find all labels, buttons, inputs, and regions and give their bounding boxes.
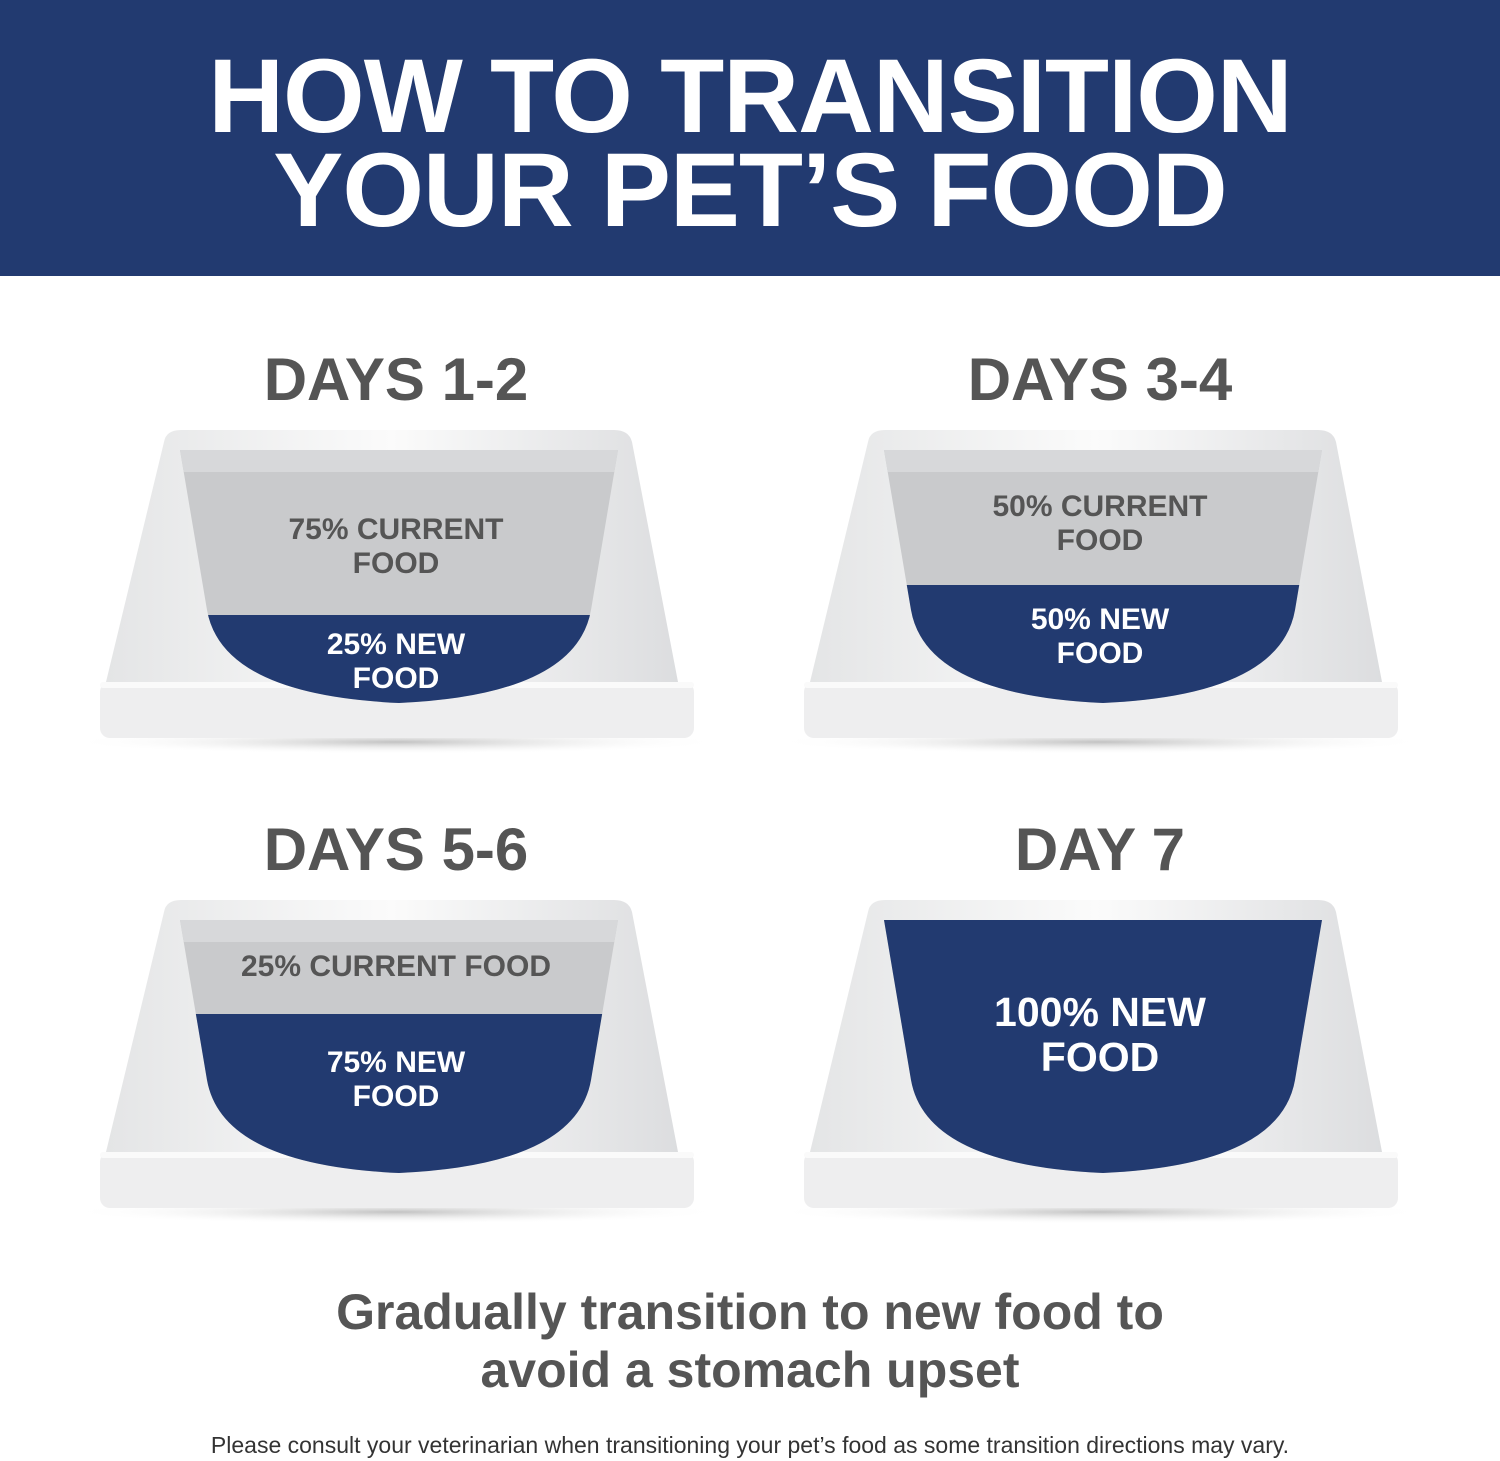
step-days-1-2: DAYS 1-2 75% CURRENT FOOD 25% NEW FOOD: [46, 350, 746, 810]
bowl-base: [804, 1152, 1398, 1208]
new-food-label: 100% NEW FOOD: [994, 989, 1206, 1080]
step-day-7: DAY 7 100% NEW FOOD: [750, 820, 1450, 1280]
new-food-label: 25% NEW FOOD: [326, 628, 466, 695]
step-title: DAYS 1-2: [263, 346, 529, 413]
current-food-label: 25% CURRENT FOOD: [240, 950, 552, 983]
new-food-label: 50% NEW FOOD: [1030, 603, 1170, 670]
disclaimer: Please consult your veterinarian when tr…: [210, 1432, 1290, 1458]
bowl-base: [100, 1152, 694, 1208]
headline-line-1: HOW TO TRANSITION: [208, 38, 1293, 155]
current-food-label: 75% CURRENT FOOD: [288, 513, 504, 580]
step-title: DAYS 3-4: [967, 346, 1233, 413]
food-bowl-illustration: [66, 430, 726, 754]
bowl-base: [804, 682, 1398, 738]
current-food-label: 50% CURRENT FOOD: [992, 490, 1208, 557]
food-bowl-illustration: [66, 900, 726, 1224]
step-title: DAY 7: [1014, 816, 1186, 883]
step-days-3-4: DAYS 3-4 50% CURRENT FOOD 50% NEW FOOD: [750, 350, 1450, 810]
tagline: Gradually transition to new food to avoi…: [336, 1284, 1164, 1398]
step-days-5-6: DAYS 5-6 25% CURRENT FOOD 75% NEW FOOD: [46, 820, 746, 1280]
step-title: DAYS 5-6: [263, 816, 529, 883]
new-food-label: 75% NEW FOOD: [326, 1046, 466, 1113]
header-banner: HOW TO TRANSITION YOUR PET’S FOOD: [0, 0, 1500, 276]
food-bowl-illustration: [770, 430, 1430, 754]
headline-line-2: YOUR PET’S FOOD: [273, 132, 1227, 249]
new-food-fill: [884, 920, 1322, 1173]
food-bowl-illustration: [770, 900, 1430, 1224]
bowl-base: [100, 682, 694, 738]
